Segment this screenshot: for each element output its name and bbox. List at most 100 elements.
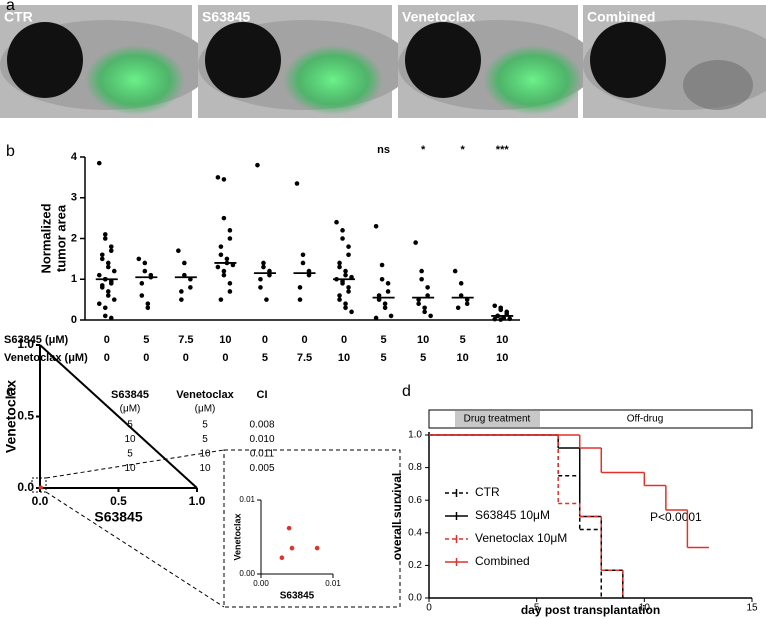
data-point	[413, 240, 418, 245]
dose-label: 5	[460, 334, 466, 346]
x-tick-label: 5	[534, 603, 540, 614]
data-point	[188, 285, 193, 290]
y-tick-label: 0	[71, 314, 77, 326]
data-point	[419, 268, 424, 274]
data-point	[382, 305, 388, 311]
data-point	[379, 276, 385, 282]
data-point	[343, 305, 348, 311]
data-point	[105, 289, 111, 294]
y-tick-label: 0.00	[239, 569, 255, 578]
table-cell: 5	[202, 434, 208, 445]
tumor-signal	[85, 45, 185, 115]
data-point	[111, 268, 117, 274]
data-point	[464, 301, 470, 307]
data-point	[258, 276, 263, 282]
data-point	[340, 228, 345, 233]
y-tick-label: 0.5	[17, 409, 34, 423]
tumor-signal	[283, 45, 383, 115]
x-axis-label: S63845	[280, 591, 315, 602]
data-point	[227, 236, 233, 241]
dose-label: 5	[381, 352, 387, 364]
dose-label: 0	[104, 334, 110, 346]
data-point	[289, 545, 295, 551]
table-cell: 5	[127, 420, 133, 431]
x-tick-label: 0.0	[32, 494, 49, 508]
dose-label: 0	[301, 334, 307, 346]
data-point	[215, 264, 221, 270]
y-tick-label: 2	[71, 232, 77, 244]
data-point	[136, 256, 142, 262]
significance-label: *	[461, 144, 466, 156]
data-point	[373, 315, 379, 321]
data-point	[105, 293, 111, 298]
tumor-signal	[483, 45, 583, 115]
data-point	[337, 293, 342, 298]
significance-label: *	[421, 144, 426, 156]
dose-label: 0	[262, 334, 268, 346]
table-header: CI	[257, 389, 268, 401]
x-tick-label: 0.5	[110, 494, 127, 508]
data-point	[346, 252, 351, 258]
data-point	[337, 297, 342, 302]
panel-d-treatment	[428, 409, 753, 429]
y-tick-label: 0.4	[408, 527, 422, 538]
data-point	[379, 262, 385, 268]
significance-label: ***	[496, 144, 510, 156]
data-point	[139, 293, 145, 298]
data-point	[96, 160, 102, 166]
fish-eye	[7, 22, 83, 98]
data-point	[227, 289, 233, 294]
y-tick-label: 0.6	[408, 495, 422, 506]
data-point	[142, 260, 148, 266]
panel-label: d	[402, 383, 411, 400]
dose-label: 10	[338, 352, 350, 364]
data-point	[422, 305, 427, 311]
data-point	[108, 248, 114, 254]
dose-label: 10	[417, 334, 429, 346]
data-point	[388, 313, 394, 319]
x-tick-label: 0.01	[325, 579, 341, 588]
data-point	[96, 301, 102, 307]
data-point	[221, 272, 227, 278]
data-point	[425, 285, 430, 290]
data-point	[264, 297, 269, 302]
x-tick-label: 15	[746, 603, 758, 614]
data-point	[314, 545, 320, 551]
image-label: CTR	[4, 9, 33, 25]
data-point	[139, 281, 145, 286]
data-point	[492, 316, 498, 322]
table-unit: (μM)	[195, 404, 216, 415]
data-point	[458, 281, 464, 286]
table-cell: 0.011	[250, 449, 275, 460]
data-point	[286, 525, 292, 531]
data-point	[108, 315, 114, 321]
image-label: S63845	[202, 9, 250, 25]
dose-label: 7.5	[178, 334, 193, 346]
table-header: S63845	[111, 389, 149, 401]
data-point	[507, 316, 513, 322]
data-point	[179, 297, 184, 302]
y-tick-label: 4	[71, 151, 78, 163]
panel-label: b	[6, 143, 15, 160]
image-row: CTR S63845 Venetoclax Combined	[0, 5, 766, 118]
data-point	[227, 281, 233, 286]
data-point	[261, 260, 266, 266]
data-point	[39, 485, 44, 490]
x-axis-label: S63845	[94, 509, 142, 525]
data-point	[227, 228, 233, 233]
data-point	[108, 244, 114, 249]
data-point	[337, 260, 342, 266]
table-cell: 0.010	[249, 434, 274, 445]
y-tick-label: 0.01	[239, 495, 255, 504]
y-tick-label: 0.8	[408, 462, 422, 473]
annotation: P<0.0001	[650, 510, 702, 524]
table-cell: 0.008	[249, 420, 274, 431]
data-point	[343, 268, 348, 274]
image-label: Combined	[587, 9, 655, 25]
data-point	[102, 305, 108, 311]
table-cell: 5	[127, 449, 133, 460]
data-point	[337, 264, 342, 270]
data-point	[215, 175, 221, 180]
y-axis-label: tumor area	[53, 204, 68, 272]
